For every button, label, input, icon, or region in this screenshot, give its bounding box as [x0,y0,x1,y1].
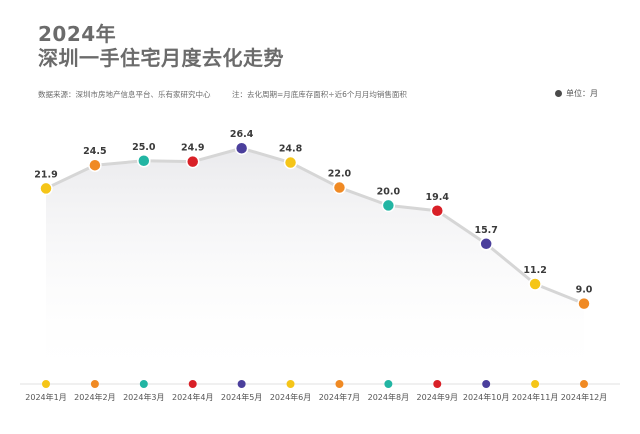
x-tick-label: 2024年7月 [319,392,360,402]
data-point [88,158,102,172]
data-point [39,181,53,196]
data-point [137,154,151,168]
axis-marker [139,380,148,388]
x-tick-label: 2024年9月 [417,392,458,402]
data-label: 20.0 [377,186,401,197]
chart-year: 2024年 [38,22,117,46]
data-point [577,296,591,311]
data-label: 26.4 [230,129,254,140]
x-tick-label: 2024年1月 [25,392,66,402]
data-label: 24.9 [181,143,204,154]
axis-marker [42,380,50,388]
axis-marker [384,380,393,388]
unit-text: 单位：月 [566,89,598,98]
area-fill [46,148,584,384]
data-label: 9.0 [576,285,593,296]
axis-marker [335,380,344,388]
data-label: 15.7 [474,225,497,236]
axis-marker [482,380,491,388]
x-tick-label: 2024年4月 [172,392,213,402]
axis-marker [580,380,588,388]
chart-title: 深圳一手住宅月度去化走势 [38,46,284,70]
data-label: 19.4 [426,192,450,203]
data-label: 24.5 [83,146,106,157]
series-line [45,146,585,306]
data-label: 22.0 [328,169,352,180]
x-tick-label: 2024年8月 [368,392,409,402]
data-label: 25.0 [132,142,156,153]
axis-marker [188,380,197,388]
data-label: 11.2 [523,265,546,276]
x-tick-label: 2024年3月 [123,392,164,402]
data-source: 数据来源：深圳市房地产信息平台、乐有家研究中心 [38,90,211,99]
data-point [332,180,347,195]
data-point [479,237,493,251]
x-tick-label: 2024年10月 [463,392,510,402]
x-tick-label: 2024年5月 [221,392,262,402]
data-point [185,154,200,169]
x-tick-label: 2024年12月 [561,392,608,402]
data-label: 24.8 [279,144,303,155]
unit-dot-icon [555,90,562,97]
axis-marker [286,380,295,388]
axis-marker [237,380,246,388]
data-point [234,141,249,155]
data-point [283,155,298,170]
x-tick-label: 2024年6月 [270,392,311,402]
chart-note: 注：去化周期=月底库存面积÷近6个月月均销售面积 [232,90,407,99]
axis-marker [90,380,99,388]
data-label: 21.9 [34,169,57,180]
data-point [528,277,542,291]
data-point [430,204,445,218]
x-tick-label: 2024年11月 [512,392,559,402]
x-tick-label: 2024年2月 [74,392,115,402]
data-point [381,198,396,213]
axis-marker [433,380,442,388]
unit-label: 单位：月 [555,88,598,99]
axis-marker [531,380,540,388]
